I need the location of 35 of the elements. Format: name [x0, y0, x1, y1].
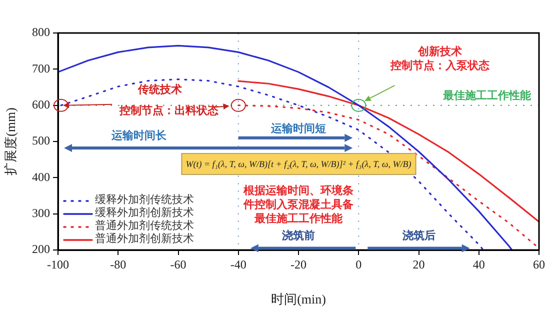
annotation: 浇筑前 [282, 228, 315, 243]
annotation: 件控制入泵混凝土具备 [244, 198, 354, 212]
x-tick-label: -80 [110, 257, 126, 272]
annotation: 运输时间长 [112, 129, 167, 144]
annotation: 创新技术 [418, 45, 462, 60]
annotation: 浇筑后 [402, 228, 436, 243]
y-tick-label: 400 [32, 170, 50, 184]
annotation: 传统技术 [138, 83, 182, 98]
legend-label: 普通外加剂创新技术 [95, 233, 194, 246]
annotation: 控制节点：出料状态 [120, 104, 219, 118]
annotation: 根据运输时间、环境条 [244, 184, 354, 198]
y-tick-label: 800 [32, 25, 50, 40]
x-tick-label: -100 [47, 257, 69, 272]
y-tick-label: 300 [32, 206, 50, 220]
y-tick-label: 200 [32, 242, 50, 256]
x-tick-label: 60 [533, 257, 545, 272]
annotation: W(t) = f₁(λ, T, ω, W/B)[t + f₂(λ, T, ω, W/B)]² + f₃(λ, T, ω, W/B) [180, 152, 416, 175]
annotation: 最佳施工工作性能 [254, 212, 342, 226]
x-axis-title: 时间(min) [271, 292, 326, 307]
y-tick-label: 500 [32, 134, 50, 148]
annotation: 运输时间短 [271, 122, 326, 136]
x-tick-label: 0 [356, 257, 362, 272]
x-tick-label: -20 [290, 257, 306, 272]
legend-label: 普通外加剂传统技术 [95, 220, 194, 232]
y-tick-label: 700 [32, 61, 50, 76]
legend-label: 缓释外加剂传统技术 [95, 194, 194, 206]
y-axis-title: 扩展度(mm) [3, 108, 18, 176]
x-tick-label: 20 [412, 257, 425, 272]
x-tick-label: -40 [230, 257, 246, 272]
x-tick-label: 40 [472, 257, 485, 272]
x-tick-label: -60 [170, 257, 186, 272]
annotation: 控制节点：入泵状态 [390, 59, 490, 74]
y-tick-label: 600 [32, 97, 50, 112]
legend-label: 缓释外加剂创新技术 [95, 207, 194, 220]
ref-line-label: 最佳施工工作性能 [443, 89, 531, 104]
